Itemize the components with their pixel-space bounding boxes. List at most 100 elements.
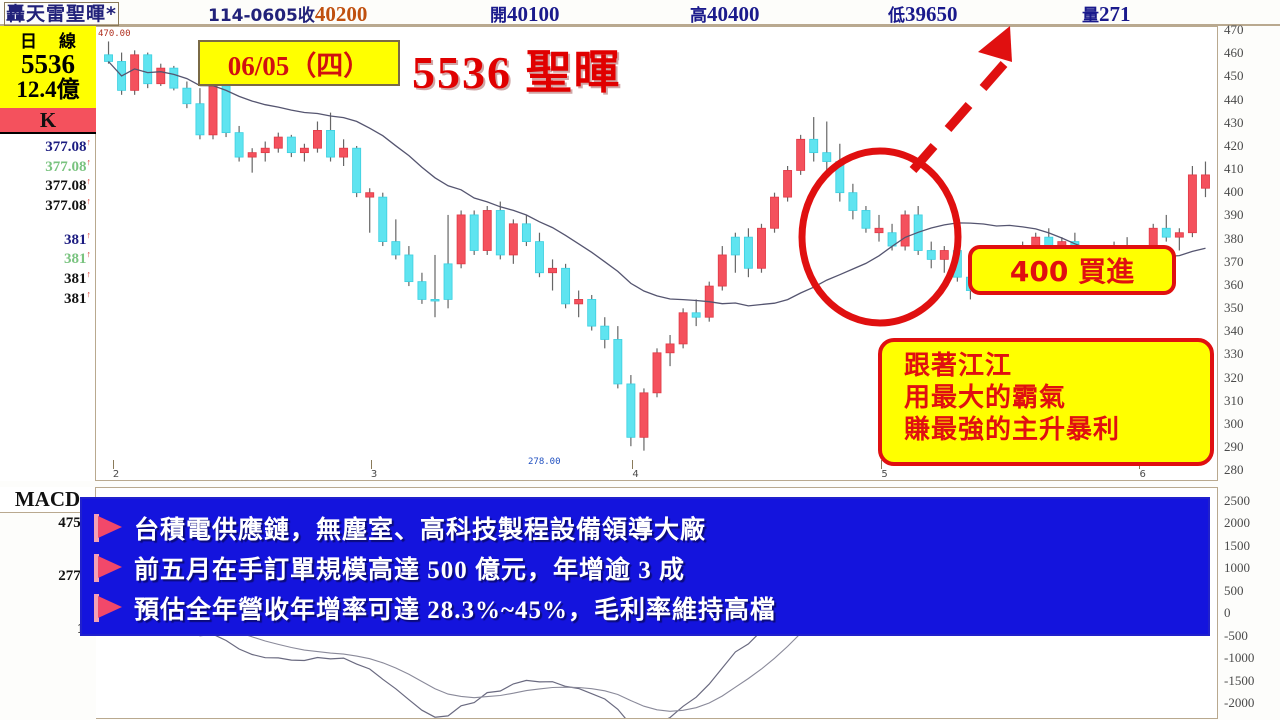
candle xyxy=(561,267,571,305)
price-axis-tick: 470 xyxy=(1224,22,1244,37)
candle xyxy=(326,130,335,158)
indicator-value-row: 381↑ xyxy=(64,249,92,268)
ticker-close-field: 114-0605收40200 xyxy=(208,1,368,28)
buy-signal-callout: 400 買進 xyxy=(968,245,1176,295)
candle xyxy=(757,227,766,269)
highlights-panel: 台積電供應鏈，無塵室、高科技製程設備領導大廠 前五月在手訂單規模高達 500 億… xyxy=(80,497,1210,636)
candle xyxy=(195,103,205,136)
indicator-value-row: 381↑ xyxy=(64,288,91,307)
flag-icon xyxy=(92,591,126,625)
ticker-high-value: 40400 xyxy=(707,2,760,28)
candle xyxy=(378,196,388,243)
bullet-text: 前五月在手訂單規模高達 500 億元，年增逾 3 成 xyxy=(134,557,686,584)
candle xyxy=(391,241,401,256)
macd-axis-tick: 1000 xyxy=(1224,560,1250,576)
spacer xyxy=(0,216,95,230)
candle xyxy=(626,383,636,438)
candle xyxy=(469,214,479,251)
price-axis: 470 460 450 440 430 420 410 400 390 380 370 360 350 3… xyxy=(1218,22,1280,481)
price-axis-tick: 300 xyxy=(1224,416,1244,431)
up-tick-icon: ↑ xyxy=(86,249,92,260)
price-axis-tick: 400 xyxy=(1224,184,1244,200)
up-tick-icon: ↑ xyxy=(86,176,92,187)
ticker-close-label: 114-0605收 xyxy=(208,6,315,26)
bullet-row: 台積電供應鏈，無塵室、高科技製程設備領導大廠 xyxy=(92,508,1208,548)
candle xyxy=(730,236,740,256)
candle xyxy=(273,136,283,149)
macd-axis-tick: 2500 xyxy=(1224,492,1250,508)
price-axis-tick: 460 xyxy=(1224,45,1244,61)
scale-bottom-label: 278.00 xyxy=(528,457,561,467)
slogan-callout-box: 跟著江江 用最大的霸氣 賺最強的主升暴利 xyxy=(878,338,1214,466)
slogan-line: 用最大的霸氣 xyxy=(904,383,1067,414)
indicator-value-row: 377.08↑ xyxy=(45,156,92,175)
left-panel-header: 日 線 5536 12.4億 xyxy=(0,26,96,108)
x-axis-tick: 4 xyxy=(632,460,639,480)
candle xyxy=(783,170,793,198)
macd-axis-tick: 1500 xyxy=(1224,537,1250,553)
price-axis-tick: 280 xyxy=(1224,462,1244,478)
ticker-high-label: 高 xyxy=(690,6,707,26)
candle xyxy=(665,343,675,354)
macd-axis-tick: 0 xyxy=(1224,605,1231,621)
price-axis-tick: 340 xyxy=(1224,323,1244,339)
candle xyxy=(234,132,244,158)
ticker-open-value: 40100 xyxy=(507,2,560,28)
candle xyxy=(939,250,949,260)
indicator-value-row: 377.08↑ xyxy=(45,196,92,215)
ticker-volume-value: 271 xyxy=(1099,2,1131,28)
candle xyxy=(430,299,440,302)
macd-axis-tick: 500 xyxy=(1224,582,1244,598)
moving-average-line xyxy=(108,61,1206,307)
candle xyxy=(286,136,296,154)
ticker-low-label: 低 xyxy=(888,6,905,26)
date-callout-box: 06/05（四） xyxy=(198,40,400,86)
candle xyxy=(678,312,688,345)
candle xyxy=(130,54,140,91)
candle xyxy=(521,223,531,243)
bullet-text: 台積電供應鏈，無塵室、高科技製程設備領導大廠 xyxy=(134,517,707,544)
candle xyxy=(600,325,610,340)
scale-top-label: 470.00 xyxy=(98,29,131,39)
up-tick-icon: ↑ xyxy=(86,269,92,280)
candle xyxy=(1201,174,1210,189)
up-tick-icon: ↑ xyxy=(86,156,92,167)
candle xyxy=(796,138,806,171)
indicator-value-row: 381↑ xyxy=(64,229,92,248)
price-axis-tick: 440 xyxy=(1224,91,1244,107)
period-label: 日 線 xyxy=(20,31,84,52)
candle xyxy=(770,196,779,229)
indicator-value-row: 381↑ xyxy=(64,269,92,288)
slogan-line: 跟著江江 xyxy=(904,351,1013,381)
indicator-value-row: 377.08↑ xyxy=(45,137,91,155)
candle xyxy=(835,161,845,194)
stock-code: 5536 xyxy=(21,48,75,79)
candle xyxy=(352,147,362,194)
macd-axis-tick: -1000 xyxy=(1224,650,1255,666)
price-axis-tick: 450 xyxy=(1224,68,1244,84)
candle xyxy=(169,67,179,89)
macd-axis-tick: 2000 xyxy=(1224,515,1250,531)
up-tick-icon: ↑ xyxy=(86,196,92,207)
price-axis-tick: 320 xyxy=(1224,369,1244,385)
x-axis-tick: 5 xyxy=(881,460,888,480)
price-axis-tick: 390 xyxy=(1224,207,1244,223)
candle xyxy=(613,339,623,385)
indicator-label-k: K xyxy=(0,108,96,134)
macd-axis-tick: -500 xyxy=(1224,627,1248,643)
price-axis-tick: 430 xyxy=(1224,114,1244,130)
candle xyxy=(822,152,832,162)
candle xyxy=(417,281,427,300)
price-axis-tick: 380 xyxy=(1224,230,1244,246)
candle xyxy=(156,67,166,85)
candle xyxy=(104,54,113,62)
candle xyxy=(443,263,453,300)
candle xyxy=(848,192,858,211)
up-tick-icon: ↑ xyxy=(86,229,92,240)
flag-icon xyxy=(92,551,126,585)
candle xyxy=(861,210,871,229)
candle xyxy=(926,250,936,260)
candle xyxy=(900,214,910,247)
macd-axis: 2500 2000 1500 1000 500 0 -500 -1000 -1500 -2000 xyxy=(1218,487,1280,719)
